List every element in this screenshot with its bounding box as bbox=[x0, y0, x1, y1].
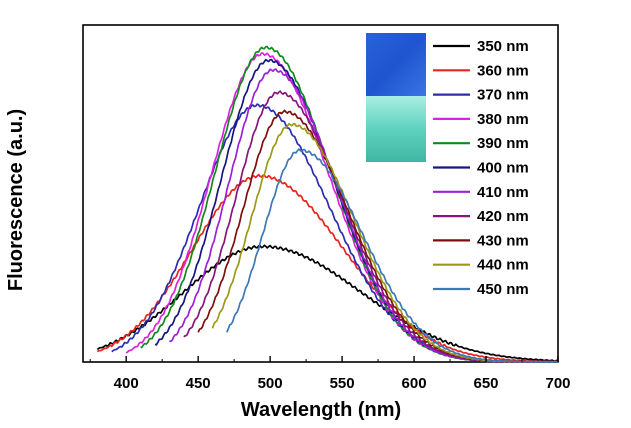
series-line-450nm bbox=[226, 148, 558, 363]
x-axis-title: Wavelength (nm) bbox=[241, 399, 401, 421]
y-axis-title: Fluorescence (a.u.) bbox=[5, 109, 27, 291]
x-tick-label-600: 600 bbox=[402, 375, 427, 392]
legend-label-420nm: 420 nm bbox=[477, 208, 529, 225]
x-tick-label-400: 400 bbox=[114, 375, 139, 392]
x-tick-label-450: 450 bbox=[186, 375, 211, 392]
legend-label-440nm: 440 nm bbox=[477, 257, 529, 274]
legend-label-450nm: 450 nm bbox=[477, 281, 529, 298]
x-axis: 400 450 500 550 600 650 700 bbox=[89, 356, 571, 392]
legend-label-370nm: 370 nm bbox=[477, 87, 529, 104]
legend-label-430nm: 430 nm bbox=[477, 232, 529, 249]
legend-label-390nm: 390 nm bbox=[477, 135, 529, 152]
legend-label-360nm: 360 nm bbox=[477, 62, 529, 79]
legend: 350 nm 360 nm 370 nm 380 nm 390 nm 400 nm 410 … bbox=[433, 38, 529, 298]
x-tick-label-700: 700 bbox=[545, 375, 570, 392]
x-tick-label-550: 550 bbox=[330, 375, 355, 392]
legend-label-410nm: 410 nm bbox=[477, 184, 529, 201]
legend-label-400nm: 400 nm bbox=[477, 160, 529, 177]
plot-frame bbox=[82, 24, 559, 363]
series-line-350nm bbox=[96, 244, 559, 362]
x-tick-label-500: 500 bbox=[258, 375, 283, 392]
inset-vial-photo bbox=[366, 33, 426, 162]
legend-label-350nm: 350 nm bbox=[477, 38, 529, 55]
vial-blue bbox=[366, 33, 426, 96]
series-line-360nm bbox=[96, 173, 559, 363]
x-tick-label-650: 650 bbox=[474, 375, 499, 392]
legend-label-380nm: 380 nm bbox=[477, 111, 529, 128]
vial-green bbox=[366, 96, 426, 162]
